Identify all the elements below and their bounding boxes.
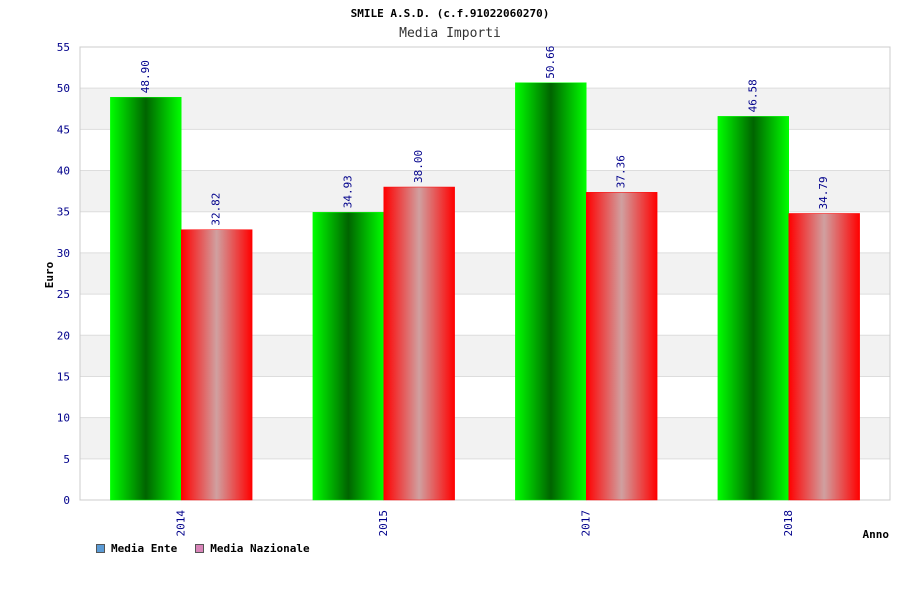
bar-media-nazionale-2015 <box>383 186 455 501</box>
plot-frame <box>79 46 891 501</box>
chart-title: SMILE A.S.D. (c.f.91022060270) <box>351 7 550 20</box>
x-axis-label: Anno <box>863 528 890 541</box>
y-tick-label: 55 <box>57 41 70 54</box>
legend-item-media-ente: Media Ente <box>96 542 177 555</box>
y-tick-label: 10 <box>57 412 70 425</box>
y-tick-label: 45 <box>57 123 70 136</box>
data-label-media-ente-2018: 46.58 <box>746 79 759 112</box>
bar-media-nazionale-2017 <box>586 192 658 501</box>
y-tick-label: 30 <box>57 247 70 260</box>
legend-label-media-nazionale: Media Nazionale <box>210 542 310 555</box>
y-tick-label: 50 <box>57 82 70 95</box>
y-tick-label: 25 <box>57 288 70 301</box>
x-tick-label-2017: 2017 <box>579 510 592 537</box>
bar-media-nazionale-2018 <box>788 213 860 501</box>
y-tick-label: 15 <box>57 370 70 383</box>
bar-media-ente-2014 <box>110 96 182 501</box>
bar-media-ente-2017 <box>515 82 587 501</box>
y-tick-label: 5 <box>63 453 70 466</box>
y-tick-label: 20 <box>57 329 70 342</box>
legend-item-media-nazionale: Media Nazionale <box>195 542 310 555</box>
data-label-media-ente-2015: 34.93 <box>341 175 354 208</box>
bar-media-nazionale-2014 <box>181 229 253 501</box>
bar-media-ente-2018 <box>717 116 789 501</box>
data-label-media-nazionale-2015: 38.00 <box>412 150 425 183</box>
legend-swatch-media-nazionale <box>195 544 205 553</box>
chart-subtitle: Media Importi <box>399 26 501 41</box>
y-tick-label: 35 <box>57 206 70 219</box>
bar-media-ente-2015 <box>312 212 384 501</box>
data-label-media-nazionale-2017: 37.36 <box>615 155 628 188</box>
data-label-media-nazionale-2018: 34.79 <box>817 176 830 209</box>
legend: Media Ente Media Nazionale <box>96 542 310 555</box>
y-tick-label: 40 <box>57 165 70 178</box>
y-tick-label: 0 <box>63 494 70 507</box>
data-label-media-ente-2017: 50.66 <box>544 46 557 79</box>
x-tick-label-2014: 2014 <box>174 510 187 537</box>
x-tick-label-2015: 2015 <box>377 510 390 537</box>
legend-swatch-media-ente <box>96 544 105 553</box>
plot-area: 0 5 10 15 20 25 30 35 40 45 50 55 48.90 32.82 2014 34.9… <box>57 41 891 537</box>
y-axis-label: Euro <box>43 261 56 288</box>
data-label-media-ente-2014: 48.90 <box>139 60 152 93</box>
x-tick-label-2018: 2018 <box>782 510 795 537</box>
data-label-media-nazionale-2014: 32.82 <box>210 193 223 226</box>
legend-label-media-ente: Media Ente <box>111 542 178 555</box>
